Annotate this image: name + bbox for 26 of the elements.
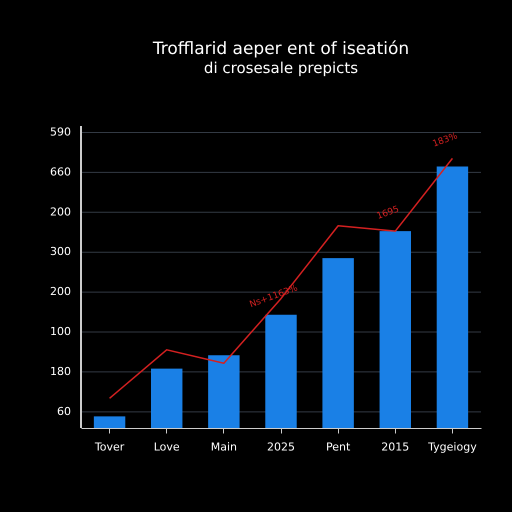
bar [151,368,182,428]
x-tick-label: Tygeiogy [427,440,478,454]
bar [322,258,354,428]
bar [380,231,411,428]
text: 590 [50,125,71,138]
x-tick-label: Tover [94,440,125,454]
text: 60 [57,404,71,418]
x-tick-label: 2025 [267,440,295,454]
text: 100 [50,325,71,338]
chart-subtitle: di crosesale prepicts [204,59,358,77]
x-tick-label: Pent [326,440,351,454]
text: 200 [50,205,71,218]
text: 200 [50,285,71,298]
chart-title: Trofflarid aeper ent of iseatión [152,39,410,59]
bar [94,416,126,428]
bar [265,314,297,428]
bar [208,355,240,428]
x-tick-label: Main [210,440,238,454]
bar [436,166,468,428]
x-tick-label: Love [154,440,180,454]
x-tick-label: 2015 [381,440,410,454]
text: 660 [50,165,71,178]
text: 183% [431,131,460,150]
text: 300 [50,245,71,258]
annotation: 1695 [376,204,401,222]
text: 180 [50,364,71,378]
